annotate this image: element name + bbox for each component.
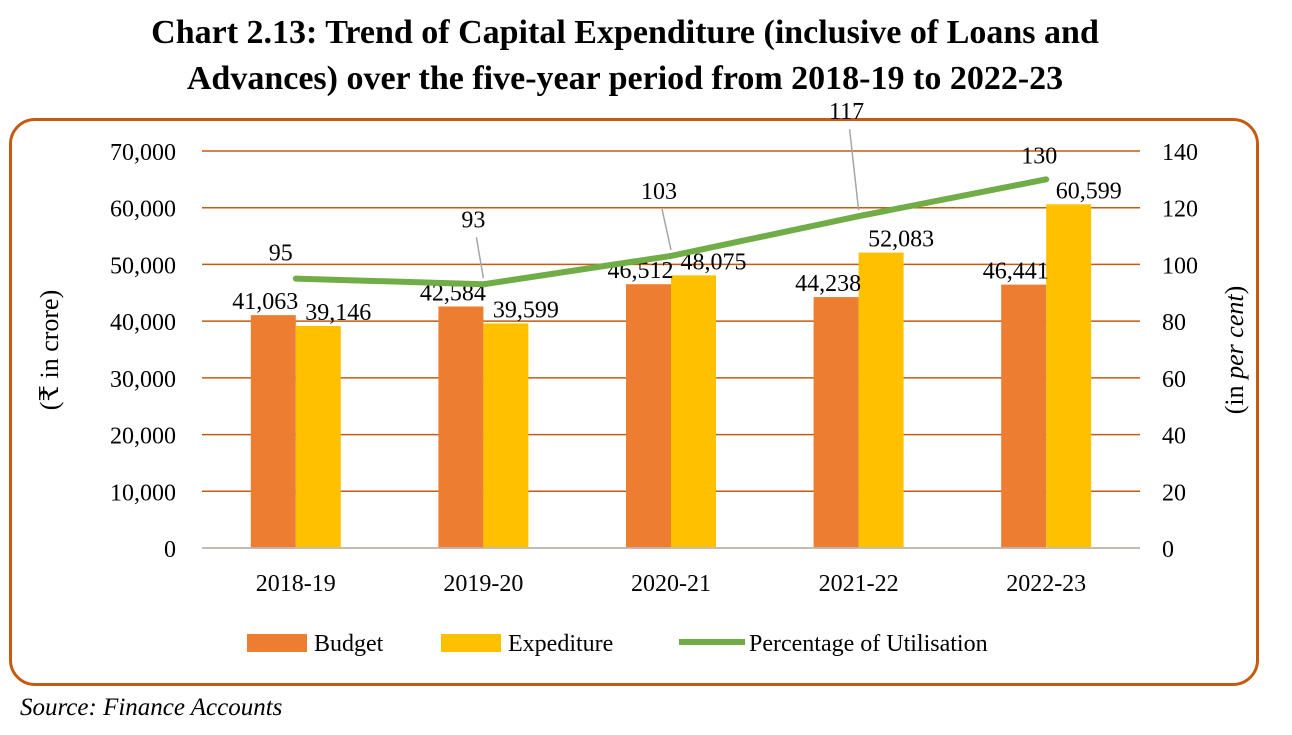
x-tick-label: 2022-23 [1006, 571, 1086, 597]
line-data-label: 93 [461, 207, 485, 233]
left-tick-label: 70,000 [110, 140, 176, 166]
bar-expediture [671, 275, 716, 548]
right-tick-label: 20 [1162, 480, 1186, 506]
line-percentage-of-utilisation [292, 176, 1050, 288]
line-data-label: 95 [269, 241, 293, 267]
label-leader-line [848, 129, 860, 211]
legend-swatch-budget [247, 634, 307, 652]
legend-label: Percentage of Utilisation [749, 631, 988, 657]
right-tick-label: 100 [1162, 253, 1198, 279]
bar-data-label: 44,238 [795, 271, 861, 297]
source-note: Source: Finance Accounts [20, 694, 283, 721]
right-tick-label: 140 [1162, 140, 1198, 166]
line-data-label: 103 [641, 179, 677, 205]
title-line-2: Advances) over the five-year period from… [186, 60, 1064, 97]
bar-data-label: 41,063 [232, 289, 298, 315]
x-tick-label: 2018-19 [256, 571, 336, 597]
legend-label: Expediture [508, 631, 613, 657]
bar-budget [626, 284, 671, 548]
right-tick-label: 60 [1162, 367, 1186, 393]
bar-budget [438, 306, 484, 548]
bar-data-label: 39,146 [305, 300, 371, 326]
bar-data-label: 52,083 [868, 227, 934, 253]
bar-expediture [1046, 204, 1092, 549]
right-tick-label: 120 [1162, 197, 1198, 223]
left-tick-label: 10,000 [110, 480, 176, 506]
legend-swatch-expediture [441, 634, 501, 652]
label-leader-line [661, 208, 672, 251]
chart-title: Chart 2.13: Trend of Capital Expenditure… [0, 10, 1250, 102]
left-axis-title: (₹ in crore) [35, 290, 64, 410]
left-tick-label: 40,000 [110, 310, 176, 336]
bar-budget [813, 297, 859, 548]
x-tick-label: 2020-21 [631, 571, 711, 597]
bar-expediture [483, 323, 529, 548]
bar-budget [250, 315, 296, 548]
line-data-label: 130 [1021, 143, 1057, 169]
bar-expediture [858, 252, 904, 548]
left-tick-label: 50,000 [110, 253, 176, 279]
chart-frame [9, 118, 1259, 686]
bar-budget [1001, 284, 1047, 548]
label-leader-line [475, 237, 485, 279]
bar-data-label: 39,599 [493, 297, 559, 323]
title-line-1: Chart 2.13: Trend of Capital Expenditure… [151, 14, 1099, 51]
x-tick-label: 2019-20 [443, 571, 523, 597]
bar-data-label: 60,599 [1056, 178, 1122, 204]
bar-data-label: 46,441 [983, 259, 1049, 285]
left-tick-label: 0 [164, 537, 176, 563]
right-axis-title: (in per cent) [1220, 286, 1249, 415]
left-tick-label: 20,000 [110, 424, 176, 450]
bar-expediture [295, 325, 341, 548]
x-tick-label: 2021-22 [819, 571, 899, 597]
left-tick-label: 60,000 [110, 197, 176, 223]
line-data-label: 117 [829, 99, 864, 125]
right-tick-label: 80 [1162, 310, 1186, 336]
right-tick-label: 40 [1162, 424, 1186, 450]
left-tick-label: 30,000 [110, 367, 176, 393]
right-tick-label: 0 [1162, 537, 1174, 563]
legend-label: Budget [314, 631, 384, 657]
